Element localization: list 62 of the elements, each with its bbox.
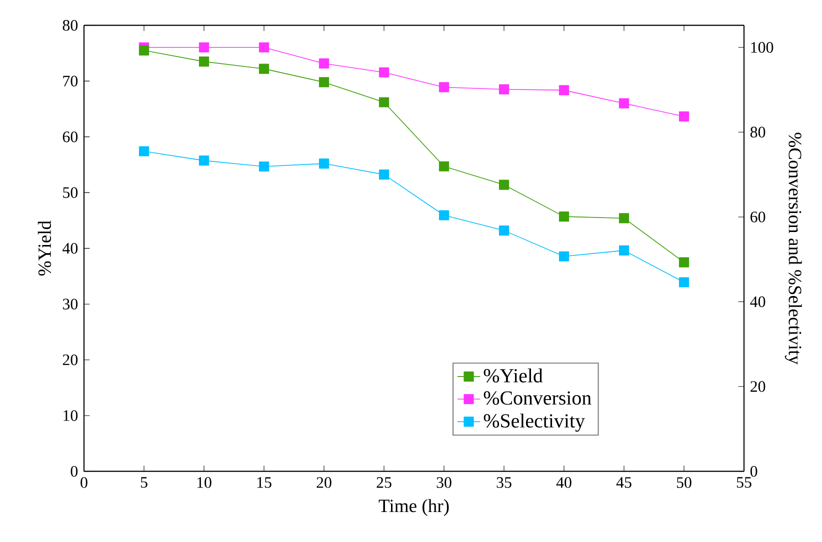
point [258,161,270,172]
y2-tick-label: 20 [750,381,766,392]
point [558,85,570,96]
point [438,82,450,92]
point [198,156,210,166]
legend-label: %Conversion [484,391,592,405]
point [258,64,270,74]
point [378,97,390,108]
y2-tick-label: 40 [750,296,766,308]
x-tick-label: 30 [436,477,452,488]
point [378,67,390,78]
x-axis-title: Time (hr) [378,499,449,516]
y-axis-title: %Yield [38,220,52,276]
y-tick-label: 60 [62,131,78,142]
point [138,146,150,156]
y-tick-label: 30 [62,298,78,310]
x-tick-label: 50 [676,477,692,488]
point [678,111,690,122]
y2-tick-label: 100 [751,42,774,53]
y-tick-label: 50 [63,187,78,198]
point [498,180,510,190]
point [198,42,210,52]
y-tick-label: 20 [62,354,78,366]
x-tick-label: 35 [496,477,512,488]
point [678,257,690,268]
legend-label: %Selectivity [484,414,585,432]
y-tick-label: 0 [70,466,78,477]
point [618,98,630,108]
point [618,245,630,256]
point [498,84,510,94]
point [498,225,510,236]
point [558,251,570,262]
point [558,212,570,222]
point [618,213,630,224]
point [258,42,270,52]
point [198,56,210,67]
x-tick-label: 40 [556,477,572,488]
x-tick-label: 0 [80,477,88,488]
point [378,170,390,180]
x-tick-label: 10 [197,477,212,488]
point [678,277,690,288]
y-tick-label: 80 [62,20,78,31]
x-tick-label: 55 [736,477,752,488]
y2-axis-title: %Conversion and %Selectivity [784,132,802,364]
y2-tick-label: 60 [750,212,766,222]
point [438,210,450,220]
point [438,161,450,172]
x-tick-label: 20 [316,477,332,488]
x-tick-label: 45 [616,477,632,488]
point [318,158,330,169]
point [318,77,330,88]
y2-tick-label: 80 [750,126,766,138]
x-tick-label: 15 [257,477,272,488]
x-tick-label: 25 [376,477,392,488]
y-tick-label: 70 [63,76,78,86]
legend-label: %Yield [484,368,543,383]
y2-tick-label: 0 [750,466,758,477]
y-tick-label: 10 [64,410,78,421]
y-tick-label: 40 [62,242,78,254]
point [318,58,330,69]
point [138,45,150,56]
x-tick-label: 5 [140,477,148,488]
